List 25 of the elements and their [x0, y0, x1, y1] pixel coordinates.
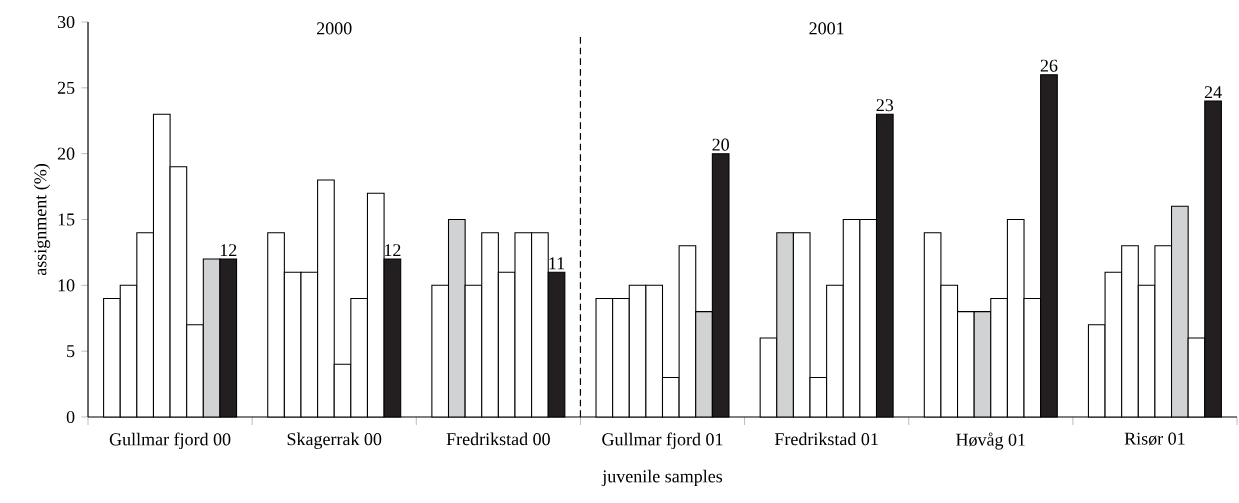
x-tick-label: Gullmar fjord 01: [602, 432, 723, 450]
x-tick-label: Gullmar fjord 00: [109, 432, 231, 450]
x-tick-label: Fredrikstad 00: [446, 432, 550, 446]
data-label: 24: [1204, 86, 1222, 99]
y-tick-label: 15: [58, 213, 75, 226]
data-label: 20: [712, 138, 729, 151]
y-tick-label: 20: [57, 147, 75, 160]
data-label: 12: [220, 244, 237, 257]
x-tick-label: Høvåg 01: [956, 432, 1025, 450]
y-tick-label: 10: [58, 279, 75, 292]
x-axis-title: juvenile samples: [601, 469, 723, 487]
data-label: 23: [876, 99, 894, 112]
y-tick-label: 5: [67, 345, 75, 358]
y-axis-title: assignment (%): [33, 164, 51, 276]
y-tick-label: 25: [57, 81, 75, 94]
data-label: 12: [384, 244, 401, 257]
y-tick-label: 30: [57, 15, 75, 29]
annotation: 2000: [317, 22, 352, 35]
data-label: 26: [1040, 59, 1058, 72]
x-tick-label: Risør 01: [1124, 432, 1185, 446]
x-tick-label: Skagerrak 00: [287, 432, 382, 449]
data-label: 11: [549, 257, 565, 270]
x-tick-label: Fredrikstad 01: [774, 432, 878, 446]
annotation: 2001: [809, 22, 844, 35]
y-tick-label: 0: [66, 410, 75, 424]
